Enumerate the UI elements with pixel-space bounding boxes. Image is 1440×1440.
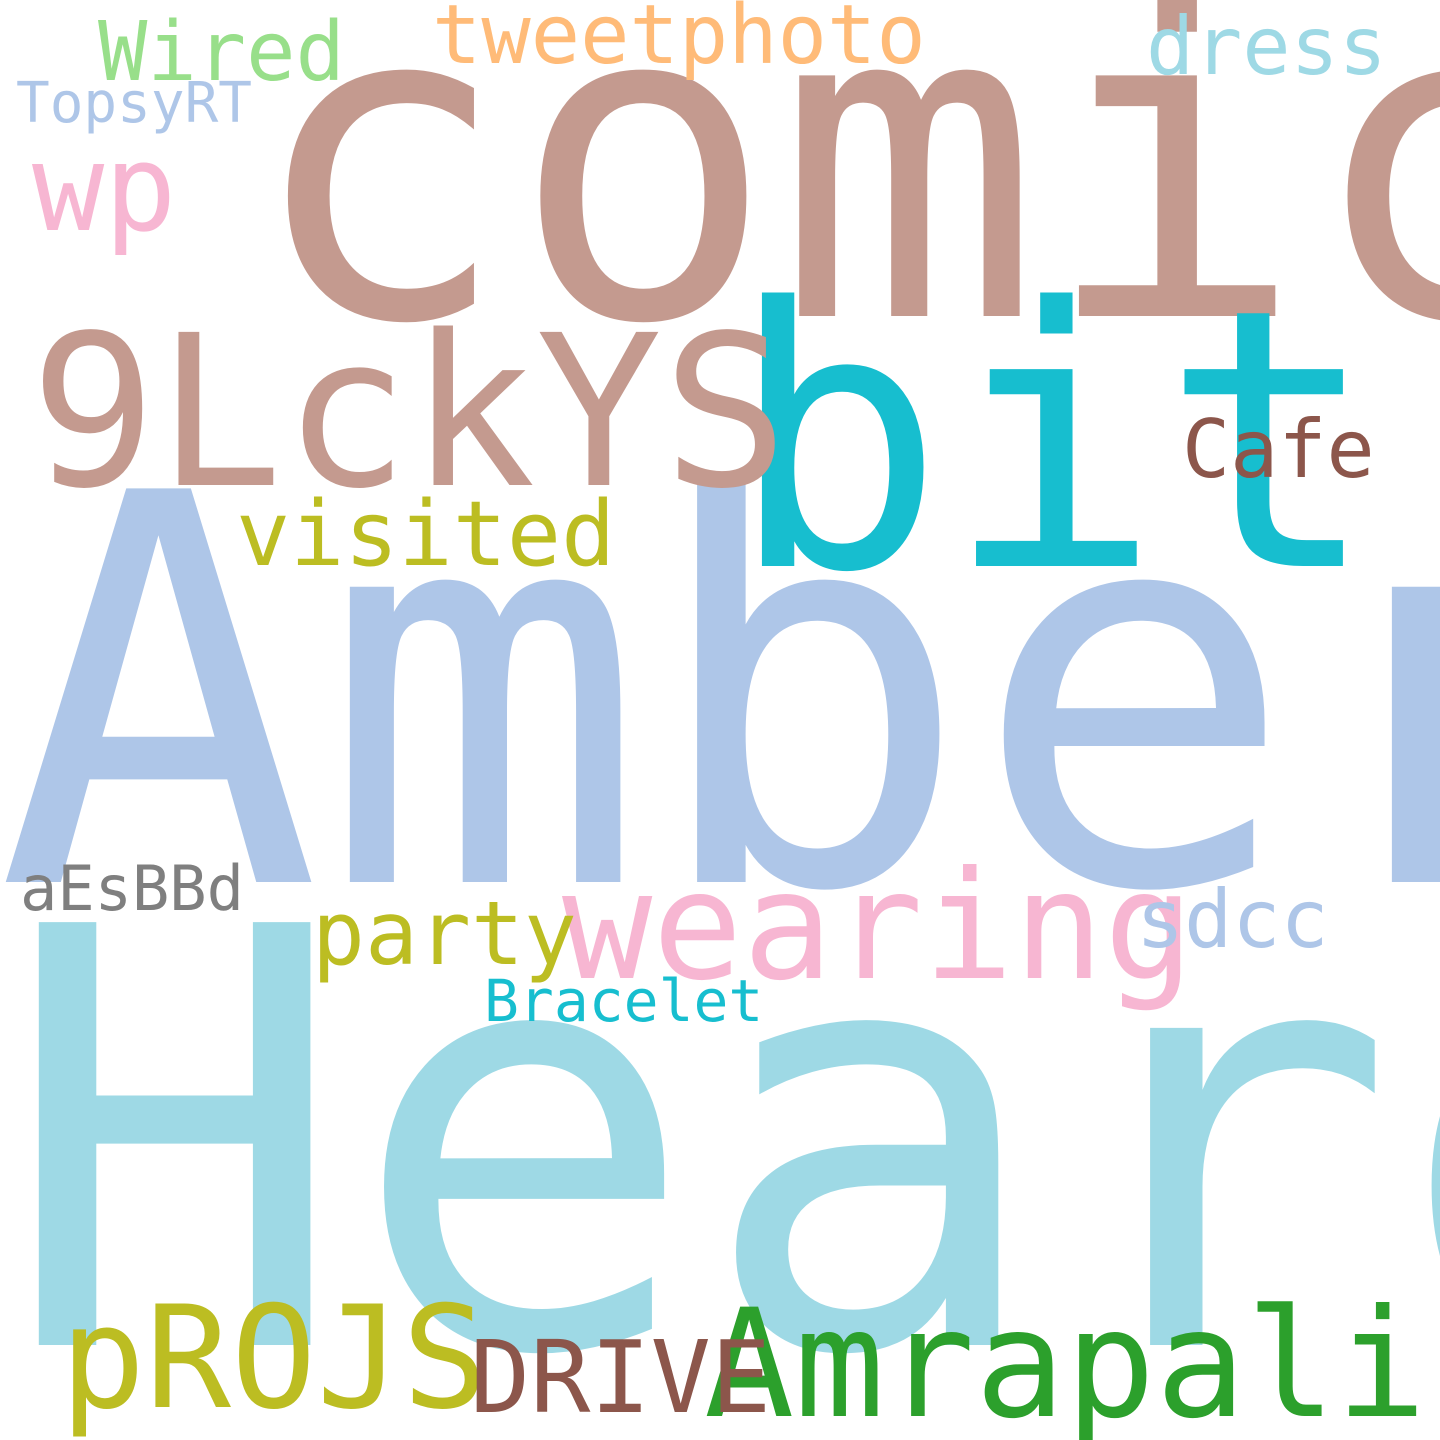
word-comic: comic — [246, 0, 1440, 420]
word-wp: wp — [32, 120, 177, 259]
word-wearing: wearing — [562, 840, 1195, 1014]
word-bit: bit — [728, 232, 1379, 651]
word-aesbbd: aEsBBd — [20, 852, 244, 925]
word-tweetphoto: tweetphoto — [432, 0, 926, 83]
word-topsyrt: TopsyRT — [16, 71, 253, 136]
word-heard: Heard — [0, 807, 1440, 1440]
word-amber: Amber — [0, 382, 1440, 1010]
word-projs: pROJS — [60, 1276, 488, 1440]
word-cafe: Cafe — [1182, 403, 1375, 496]
word-drive: DRIVE — [470, 1319, 772, 1436]
word-party: party — [312, 882, 577, 985]
word-sdcc: sdcc — [1136, 873, 1329, 966]
word-dress: dress — [1146, 0, 1387, 93]
word-9lckys: 9LckYS — [30, 290, 789, 535]
word-visited: visited — [236, 482, 616, 587]
word-amrapali: Amrapali — [704, 1278, 1427, 1440]
word-bracelet: Bracelet — [484, 967, 764, 1035]
word-wired: Wired — [98, 5, 345, 100]
